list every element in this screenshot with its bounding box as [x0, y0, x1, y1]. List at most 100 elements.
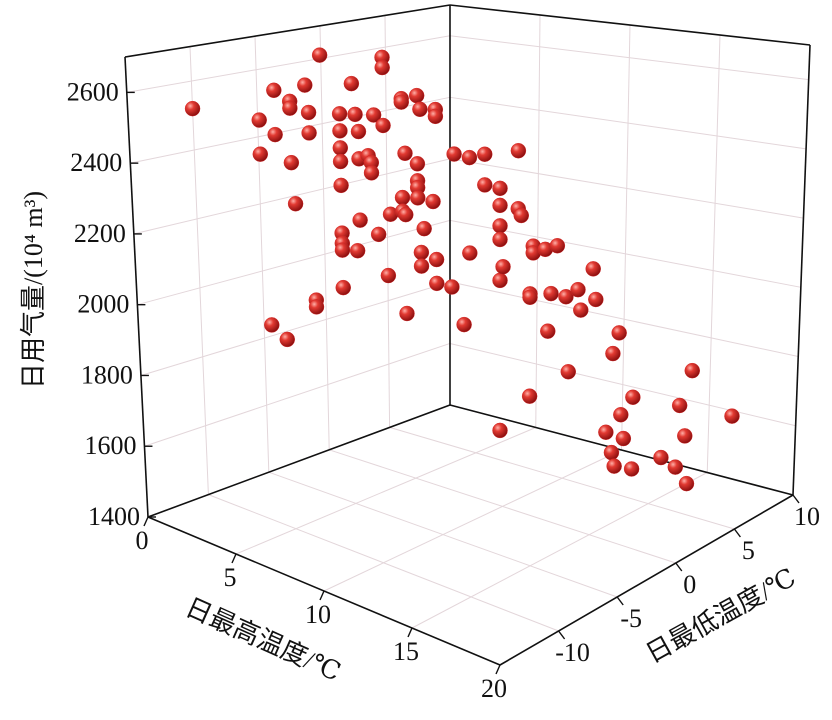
box-edge	[147, 404, 451, 518]
data-point	[492, 197, 508, 214]
box-edge	[449, 404, 794, 496]
data-point	[585, 261, 601, 277]
box-edge	[449, 4, 811, 46]
data-point	[266, 82, 282, 98]
data-point	[394, 189, 411, 206]
z-tick-label: 2200	[74, 219, 126, 248]
data-point	[287, 196, 304, 212]
data-point	[623, 461, 640, 477]
points	[184, 47, 740, 492]
data-point	[363, 165, 380, 181]
data-point	[492, 272, 508, 289]
data-point	[416, 220, 432, 237]
tick-mark	[675, 562, 683, 572]
grid-line	[268, 471, 618, 598]
data-point	[267, 126, 283, 143]
z-axis-title: 日用气量/(10⁴ m³)	[19, 191, 48, 389]
data-point	[513, 207, 529, 224]
data-point	[678, 475, 695, 492]
data-point	[724, 408, 740, 424]
grid-line	[189, 46, 209, 495]
grid-line	[144, 342, 451, 447]
tick-mark	[319, 590, 325, 601]
data-point	[352, 212, 368, 228]
data-point	[605, 345, 621, 362]
data-point	[429, 275, 445, 292]
data-point	[549, 238, 566, 254]
data-point	[252, 146, 268, 162]
data-point	[408, 87, 425, 104]
data-point	[653, 449, 669, 466]
data-point	[560, 364, 576, 380]
y-tick-label: -10	[555, 638, 590, 667]
data-point	[492, 231, 508, 248]
tick-mark	[616, 596, 624, 606]
data-point	[251, 112, 267, 128]
tick-mark	[558, 630, 566, 640]
x-tick-label: 0	[136, 526, 149, 555]
data-point	[374, 59, 390, 76]
data-point	[625, 389, 641, 405]
data-point	[331, 106, 348, 122]
data-point	[370, 226, 387, 243]
x-tick-label: 5	[224, 563, 237, 592]
data-point	[350, 123, 367, 140]
box-edge	[499, 494, 794, 666]
data-point	[282, 100, 298, 116]
data-point	[522, 289, 538, 305]
data-point	[521, 388, 538, 404]
data-point	[446, 146, 462, 162]
y-axis-title: 日最低温度/℃	[641, 563, 801, 669]
grid-line	[449, 35, 809, 81]
data-point	[477, 146, 493, 162]
data-point	[365, 107, 382, 123]
data-point	[279, 331, 295, 348]
labels: 0 5 10 15 20 -10 -5 0 5 10 1400 1600 1800 2000 2200 240…	[67, 77, 820, 703]
data-point	[349, 243, 366, 259]
data-point	[332, 153, 349, 170]
box-edge	[792, 44, 811, 496]
grid-line	[449, 158, 804, 219]
y-tick-label: 0	[683, 570, 696, 599]
data-point	[492, 180, 508, 197]
grid	[126, 5, 811, 666]
data-point	[184, 100, 201, 117]
data-point	[462, 245, 478, 261]
data-point	[297, 77, 313, 93]
data-point	[492, 422, 508, 439]
data-point	[343, 75, 360, 92]
grid-line	[126, 35, 451, 93]
grid-line	[140, 281, 451, 376]
data-point	[399, 305, 415, 322]
data-point	[543, 285, 559, 302]
data-point	[413, 258, 430, 274]
z-tick-label: 2400	[70, 148, 122, 177]
data-point	[397, 145, 413, 161]
y-tick-label: 10	[794, 502, 820, 531]
data-point	[677, 428, 693, 444]
grid-line	[137, 219, 451, 306]
box-edge	[124, 56, 149, 518]
data-point	[398, 206, 414, 223]
y-tick-label: -5	[620, 604, 642, 633]
data-point	[311, 47, 328, 63]
grid-line	[449, 219, 801, 288]
data-point	[410, 190, 426, 206]
y-tick-label: 5	[742, 536, 755, 565]
data-point	[334, 242, 351, 258]
data-point	[335, 279, 351, 296]
grid-line	[235, 427, 536, 555]
data-point	[380, 267, 397, 284]
data-point	[333, 177, 349, 194]
data-point	[264, 317, 280, 333]
data-point	[347, 106, 363, 123]
data-point	[667, 459, 683, 475]
data-point	[332, 123, 348, 139]
data-point	[477, 177, 493, 193]
x-tick-label: 10	[305, 600, 331, 629]
z-tick-label: 2000	[77, 290, 129, 319]
data-point	[558, 289, 574, 305]
data-point	[375, 117, 391, 134]
z-tick-label: 1400	[88, 502, 140, 531]
